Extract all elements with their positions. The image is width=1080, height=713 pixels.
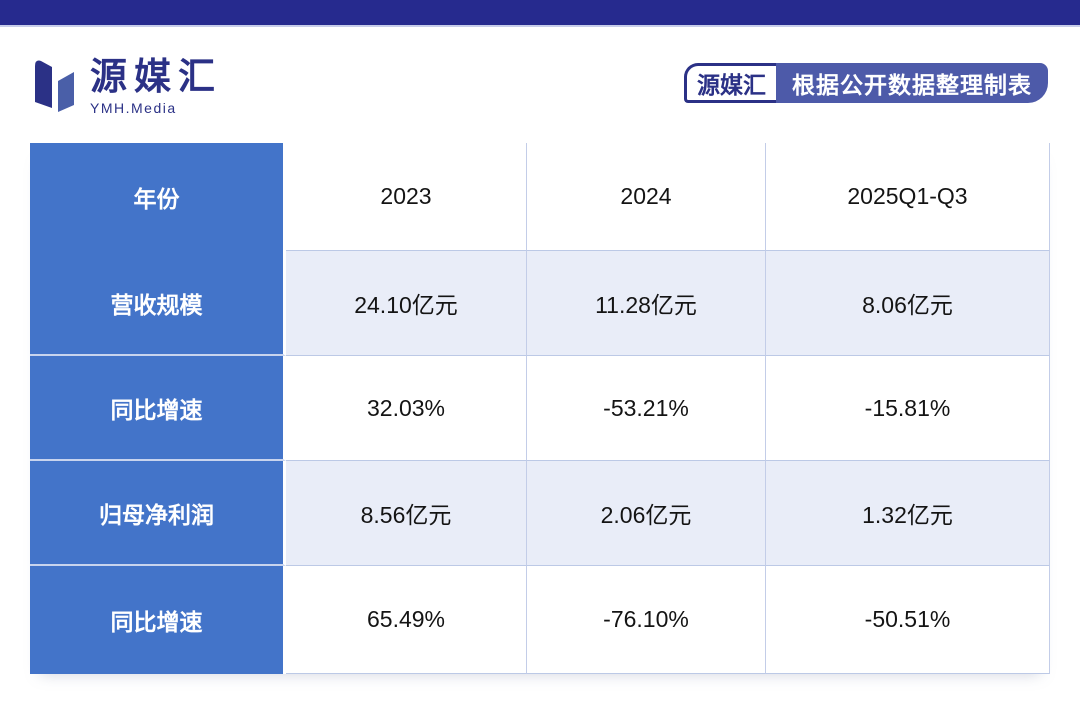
table-cell: -53.21% [527,356,766,461]
table-cell: -50.51% [766,566,1050,674]
table-cell: -76.10% [527,566,766,674]
ymh-logo-icon [30,57,80,115]
table-cell: 2.06亿元 [527,461,766,566]
row-label: 同比增速 [30,566,286,674]
row-label: 同比增速 [30,356,286,461]
column-header-2025q1q3: 2025Q1-Q3 [766,143,1050,251]
source-badge: 源媒汇 根据公开数据整理制表 [684,63,1048,103]
source-badge-brand: 源媒汇 [684,63,776,103]
top-accent-bar [0,0,1080,27]
table-cell: 1.32亿元 [766,461,1050,566]
table-row-revenue: 营收规模 24.10亿元 11.28亿元 8.06亿元 [30,251,1050,356]
financial-table: 年份 2023 2024 2025Q1-Q3 营收规模 24.10亿元 11.2… [30,143,1050,674]
table-cell: 65.49% [286,566,527,674]
row-label: 归母净利润 [30,461,286,566]
table-row-profit-growth: 同比增速 65.49% -76.10% -50.51% [30,566,1050,674]
table-cell: 8.56亿元 [286,461,527,566]
column-header-2024: 2024 [527,143,766,251]
table-cell: -15.81% [766,356,1050,461]
table-cell: 24.10亿元 [286,251,527,356]
row-label: 营收规模 [30,251,286,356]
brand-logo: 源媒汇 YMH.Media [30,57,222,116]
brand-subtitle: YMH.Media [90,100,177,116]
brand-name: 源媒汇 [90,56,222,97]
source-badge-text: 根据公开数据整理制表 [776,63,1048,103]
table-cell: 11.28亿元 [527,251,766,356]
table-row-revenue-growth: 同比增速 32.03% -53.21% -15.81% [30,356,1050,461]
table-corner-header: 年份 [30,143,286,251]
table-cell: 8.06亿元 [766,251,1050,356]
table-row-net-profit: 归母净利润 8.56亿元 2.06亿元 1.32亿元 [30,461,1050,566]
table-header-row: 年份 2023 2024 2025Q1-Q3 [30,143,1050,251]
brand-text-block: 源媒汇 YMH.Media [90,56,222,117]
table-cell: 32.03% [286,356,527,461]
column-header-2023: 2023 [286,143,527,251]
